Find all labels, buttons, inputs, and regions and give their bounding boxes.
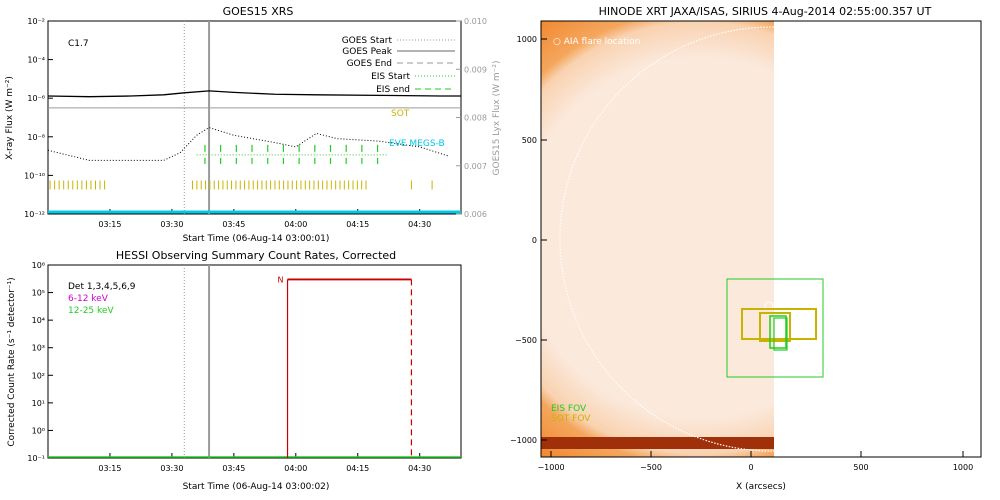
goes-x-tick-label: 03:15 [98,220,121,229]
goes-flare-class: C1.7 [68,39,89,49]
hessi-y-tick-label: 10³ [32,344,45,353]
hinode-x-tick-label: 500 [853,463,868,472]
hessi-legend-12-25: 12-25 keV [68,306,114,316]
hessi-y-label: Corrected Count Rate (s⁻¹ detector⁻¹) [7,277,17,446]
goes-x-tick-label: 04:15 [346,220,369,229]
hinode-title: HINODE XRT JAXA/ISAS, SIRIUS 4-Aug-2014 … [599,5,932,18]
goes-legend: GOES Start GOES Peak GOES End EIS Start … [342,36,455,95]
aia-flare-text: AIA flare location [564,37,641,47]
hessi-panel: HESSI Observing Summary Count Rates, Cor… [7,249,462,492]
goes-eve-label: EVE MEGS-B [389,139,445,149]
sot-fov-box-1 [741,308,817,340]
goes-sot-label: SOT [391,109,410,119]
goes-x-tick-label: 04:00 [284,220,307,229]
hinode-x-tick-label: 1000 [953,463,973,472]
fov-large-box [726,278,824,378]
goes-y-right-tick-label: 0.008 [464,114,487,123]
goes-panel: GOES15 XRS X-ray Flux (W m⁻²) GOES15 Lyx… [5,5,502,244]
hinode-y-tick-label: 1000 [517,35,537,44]
hessi-title: HESSI Observing Summary Count Rates, Cor… [116,249,396,262]
hinode-y-tick-label: −1000 [510,436,537,445]
legend-goes-end: GOES End [347,59,392,69]
goes-y-tick-label: 10⁻⁸ [27,133,45,142]
goes-x-label: Start Time (06-Aug-14 03:00:01) [183,234,330,244]
sot-fov-box-2 [759,312,791,342]
hessi-y-tick-label: 10⁻¹ [27,454,45,463]
hessi-x-tick-label: 03:30 [160,464,183,473]
goes-y-tick-label: 10⁻⁴ [27,56,45,65]
hessi-y-tick-label: 10¹ [32,399,45,408]
goes-y-tick-label: 10⁻² [27,17,45,26]
hessi-legend-det: Det 1,3,4,5,6,9 [68,282,136,292]
goes-y-label: X-ray Flux (W m⁻²) [5,76,15,160]
solar-image-bottom-edge [541,437,774,449]
goes-y-right-tick-label: 0.010 [464,17,487,26]
goes-y-tick-label: 10⁻¹² [24,210,45,219]
goes-short-channel-line [47,127,449,161]
goes-title: GOES15 XRS [223,5,294,18]
goes-y-right-label: GOES15 Lyx Flux (W m⁻²) [492,61,502,176]
hinode-y-tick-label: 500 [522,136,537,145]
hessi-night-marker: N [278,275,284,284]
hinode-x-tick-label: 0 [748,463,753,472]
legend-goes-start: GOES Start [342,36,393,46]
legend-goes-peak: GOES Peak [342,47,392,57]
legend-eis-end: EIS end [376,85,410,95]
hessi-x-label: Start Time (06-Aug-14 03:00:02) [183,482,330,492]
goes-x-tick-label: 03:30 [160,220,183,229]
goes-x-tick-label: 03:45 [222,220,245,229]
hessi-x-tick-label: 04:15 [346,464,369,473]
hessi-x-tick-label: 04:00 [284,464,307,473]
eis-fov-box-1 [769,315,787,349]
hinode-x-label: X (arcsecs) [736,482,786,492]
goes-y-tick-label: 10⁻¹⁰ [24,171,45,180]
hessi-y-tick-label: 10⁴ [32,316,45,325]
hessi-y-tick-label: 10⁶ [32,261,45,270]
hessi-x-tick-label: 04:30 [408,464,431,473]
goes-y-right-tick-label: 0.009 [464,65,487,74]
hessi-y-tick-label: 10² [32,371,45,380]
eis-fov-box-2 [773,317,788,351]
eis-raster-markers [196,144,387,164]
solar-image [541,21,981,457]
goes-y-right-tick-label: 0.007 [464,162,487,171]
hessi-plot-frame [47,264,462,459]
hinode-x-tick-label: −500 [640,463,662,472]
goes-y-tick-label: 10⁻⁶ [27,94,45,103]
hessi-legend-6-12: 6-12 keV [68,294,109,304]
sot-fov-label: SOT FOV [551,414,591,424]
goes-x-tick-label: 04:30 [408,220,431,229]
legend-eis-start: EIS Start [371,72,410,82]
hinode-x-tick-label: −1000 [537,463,564,472]
hessi-y-tick-label: 10⁵ [32,289,45,298]
hinode-plot-frame [540,20,982,458]
solar-image-background [541,21,774,457]
goes-long-channel-line [47,90,461,98]
hessi-y-tick-label: 10⁰ [32,426,45,435]
sot-markers [49,180,433,190]
aia-flare-label: ○ AIA flare location [553,37,640,47]
hinode-y-tick-label: −500 [515,336,537,345]
goes-y-right-tick-label: 0.006 [464,210,487,219]
hinode-y-tick-label: 0 [532,236,537,245]
hinode-panel: HINODE XRT JAXA/ISAS, SIRIUS 4-Aug-2014 … [510,5,982,492]
hessi-x-tick-label: 03:15 [98,464,121,473]
aia-circle-glyph: ○ [553,37,564,47]
hessi-x-tick-label: 03:45 [222,464,245,473]
eis-fov-label: EIS FOV [551,404,587,414]
